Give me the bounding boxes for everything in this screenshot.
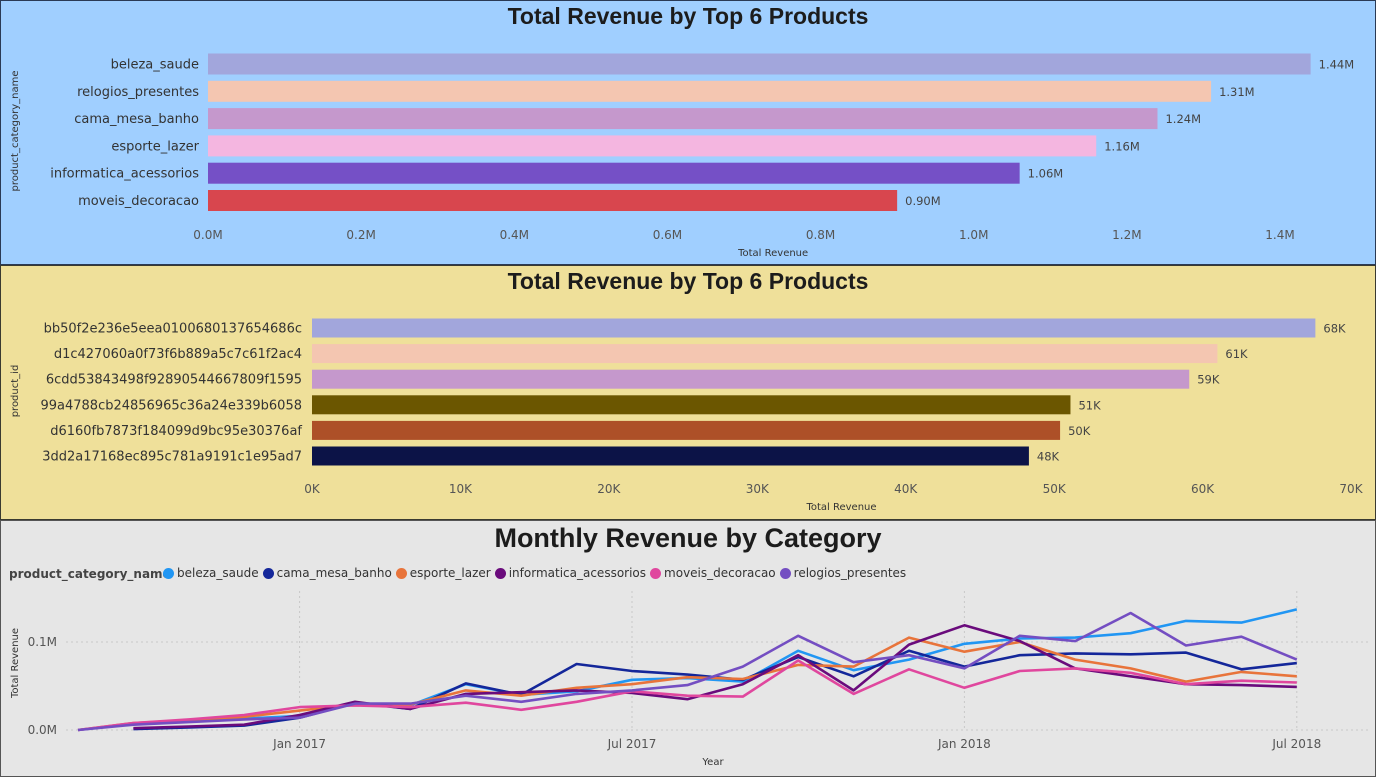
x-tick-label: 60K	[1191, 482, 1215, 496]
series-line-relogios_presentes	[77, 611, 1298, 732]
category-label: cama_mesa_banho	[74, 112, 199, 127]
category-label: d6160fb7873f184099d9bc95e30376af	[50, 424, 302, 439]
bar	[312, 446, 1029, 466]
x-tick-label: 40K	[894, 482, 918, 496]
bar	[208, 108, 1158, 130]
x-tick-label: 10K	[449, 482, 473, 496]
legend-label: esporte_lazer	[409, 566, 491, 580]
bar	[312, 420, 1061, 440]
x-axis-title: Total Revenue	[737, 248, 808, 259]
y-tick-label: 0.1M	[28, 635, 57, 649]
series-line-esporte_lazer	[77, 636, 1297, 732]
x-tick-label: 1.4M	[1265, 228, 1294, 242]
x-tick-label: 20K	[597, 482, 621, 496]
category-label: bb50f2e236e5eea0100680137654686c	[44, 322, 302, 337]
bar	[312, 344, 1218, 364]
x-tick-label: 0.8M	[806, 228, 835, 242]
category-label: 6cdd53843498f92890544667809f1595	[46, 373, 302, 388]
bar	[208, 162, 1020, 184]
x-axis-title: Year	[701, 757, 724, 768]
data-label: 51K	[1078, 398, 1101, 412]
legend-label: relogios_presentes	[793, 566, 907, 580]
bar	[208, 80, 1212, 102]
data-label: 50K	[1068, 424, 1091, 438]
category-label: esporte_lazer	[111, 139, 199, 154]
data-label: 1.16M	[1104, 139, 1140, 153]
category-revenue-chart: 0.0M 0.2M 0.4M 0.6M 0.8M 1.0M 1.2M 1.4M beleza_s…	[10, 53, 1355, 259]
bar	[312, 369, 1190, 389]
legend-marker	[262, 567, 274, 579]
bar	[312, 318, 1316, 338]
legend-item[interactable]: esporte_lazer	[395, 566, 491, 580]
x-tick-label: Jan 2017	[272, 737, 326, 751]
legend-label: informatica_acessorios	[508, 566, 647, 580]
y-axis-title: Total Revenue	[10, 628, 21, 699]
category-label: 99a4788cb24856965c36a24e339b6058	[40, 398, 302, 413]
series-line-moveis_decoracao	[77, 659, 1297, 732]
data-label: 0.90M	[905, 194, 941, 208]
x-tick-label: 0.0M	[193, 228, 222, 242]
legend-marker	[779, 567, 791, 579]
product-revenue-panel: Total Revenue by Top 6 Products 0K 10K 20K…	[0, 265, 1376, 520]
data-label: 1.24M	[1165, 112, 1201, 126]
x-tick-label: 1.0M	[959, 228, 988, 242]
category-label: informatica_acessorios	[50, 167, 199, 182]
x-axis-title: Total Revenue	[805, 502, 876, 513]
legend-label: beleza_saude	[177, 566, 259, 580]
x-tick-label: Jul 2017	[607, 737, 657, 751]
x-tick-label: 1.2M	[1112, 228, 1141, 242]
legend-item[interactable]: beleza_saude	[163, 566, 259, 580]
legend-marker	[650, 567, 662, 579]
x-tick-label: 0.2M	[346, 228, 375, 242]
data-label: 1.44M	[1319, 58, 1355, 72]
category-label: d1c427060a0f73f6b889a5c7c61f2ac4	[54, 347, 302, 362]
data-label: 1.06M	[1028, 167, 1064, 181]
monthly-revenue-chart: 0.0M 0.1M Jan 2017 Jul 2017 Jan 2018 Jul 2018…	[10, 591, 1371, 768]
legend-item[interactable]: informatica_acessorios	[494, 566, 647, 580]
product-chart-title: Total Revenue by Top 6 Products	[507, 268, 869, 294]
monthly-revenue-panel: Monthly Revenue by Category product_cate…	[0, 520, 1376, 777]
legend-item[interactable]: cama_mesa_banho	[262, 566, 392, 580]
legend-label: moveis_decoracao	[664, 566, 776, 580]
bar	[208, 135, 1097, 157]
y-axis-title: product_id	[10, 365, 21, 418]
category-label: moveis_decoracao	[78, 194, 199, 209]
monthly-chart-title: Monthly Revenue by Category	[494, 523, 882, 553]
x-tick-label: 30K	[746, 482, 770, 496]
legend-marker	[163, 567, 174, 579]
x-tick-label: 0.4M	[500, 228, 529, 242]
y-tick-label: 0.0M	[28, 723, 57, 737]
bar	[208, 190, 898, 211]
x-tick-label: 70K	[1339, 482, 1363, 496]
y-axis-title: product_category_name	[10, 70, 21, 191]
legend-title: product_category_name	[9, 567, 171, 581]
series-line-informatica_acessorios	[133, 624, 1297, 730]
category-label: beleza_saude	[111, 58, 199, 73]
data-label: 68K	[1323, 322, 1346, 336]
category-revenue-panel: Total Revenue by Top 6 Products 0.0M 0.2M…	[0, 0, 1376, 265]
category-label: 3dd2a17168ec895c781a9191c1e95ad7	[42, 450, 302, 465]
legend-marker	[494, 567, 506, 579]
legend-marker	[395, 567, 407, 579]
data-label: 48K	[1037, 450, 1060, 464]
legend-item[interactable]: moveis_decoracao	[650, 566, 776, 580]
x-tick-label: Jul 2018	[1271, 737, 1321, 751]
legend: beleza_saude cama_mesa_banho esporte_lazer…	[163, 566, 910, 580]
product-revenue-chart: 0K 10K 20K 30K 40K 50K 60K 70K bb50f2e236e5eea01…	[10, 318, 1364, 513]
x-tick-label: 0K	[304, 482, 321, 496]
bar	[312, 395, 1071, 415]
x-tick-label: 50K	[1043, 482, 1067, 496]
series-line-cama_mesa_banho	[133, 649, 1297, 731]
legend-item[interactable]: relogios_presentes	[779, 566, 907, 580]
category-chart-title: Total Revenue by Top 6 Products	[507, 3, 869, 29]
data-label: 59K	[1197, 373, 1220, 387]
data-label: 1.31M	[1219, 85, 1255, 99]
data-label: 61K	[1225, 347, 1248, 361]
bar	[208, 53, 1311, 75]
category-label: relogios_presentes	[77, 85, 199, 100]
x-tick-label: 0.6M	[653, 228, 682, 242]
legend-label: cama_mesa_banho	[276, 566, 392, 580]
x-tick-label: Jan 2018	[937, 737, 991, 751]
